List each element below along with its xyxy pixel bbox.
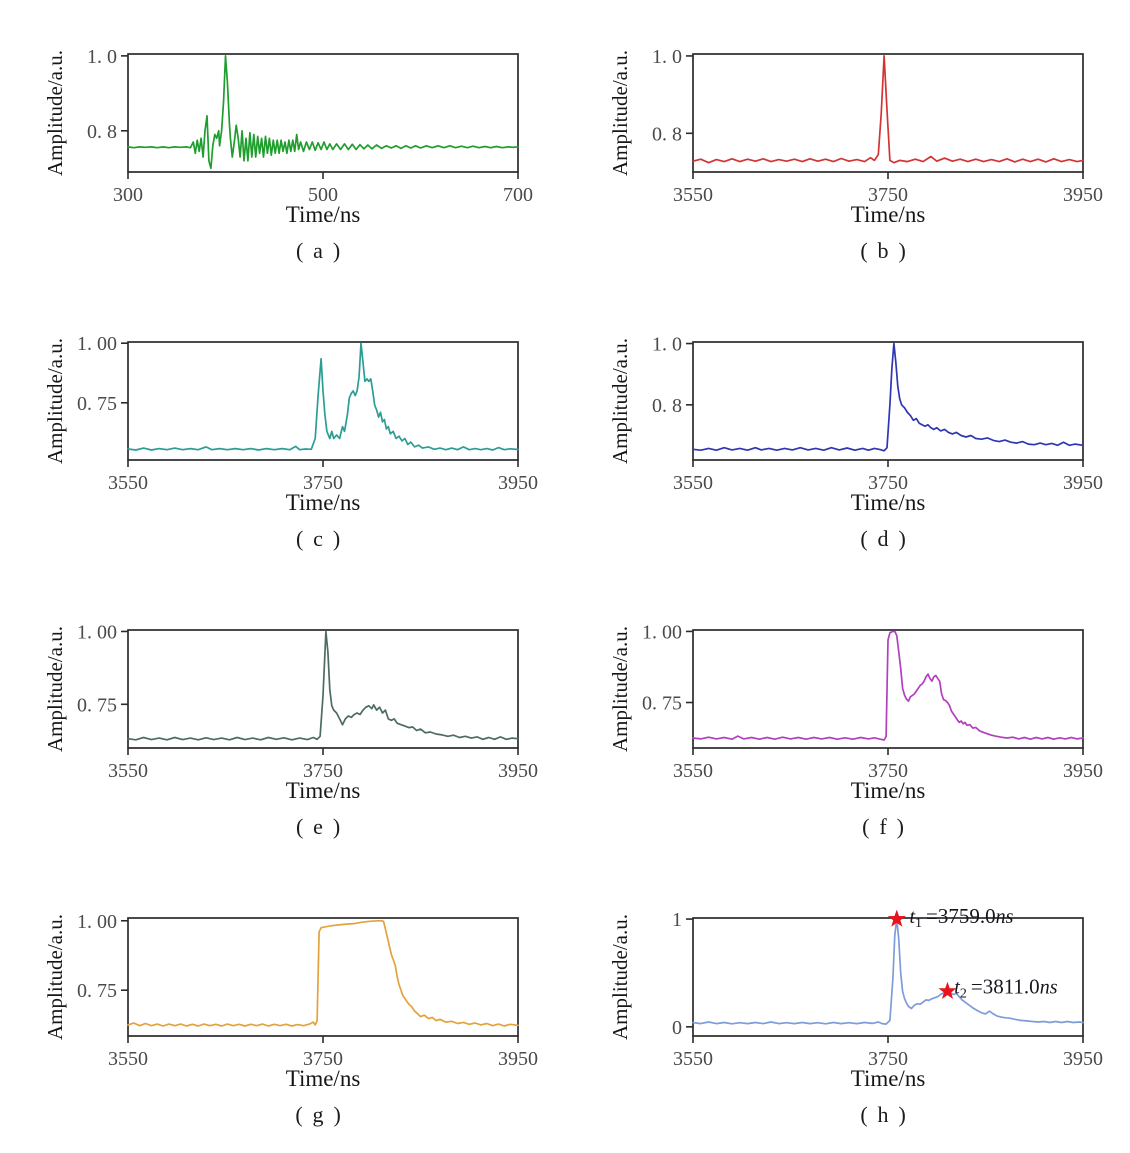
subplot-d: Amplitude/a.u. Time/ns 1. 0 0. 8 3550 3750 3…	[605, 304, 1103, 560]
y-tick-label: 0	[672, 1017, 682, 1039]
waveform-trace	[127, 919, 519, 1027]
axes-box	[127, 53, 519, 173]
subplot-a-caption: (a)	[295, 238, 351, 263]
x-tick-label: 3750	[868, 472, 908, 494]
y-tick-label: 0. 75	[77, 393, 117, 415]
x-tick-label: 3550	[673, 184, 713, 206]
subplot-c: Amplitude/a.u. Time/ns 1. 00 0. 75 3550 375…	[40, 304, 538, 560]
x-tick-label: 3550	[108, 1048, 148, 1070]
x-axis-label: Time/ns	[851, 202, 926, 227]
peak-star-icon	[887, 909, 906, 927]
waveform-trace	[692, 342, 1084, 452]
y-tick-label: 0. 75	[77, 694, 117, 716]
subplot-c-plot: Amplitude/a.u. Time/ns 1. 00 0. 75 3550 375…	[43, 333, 538, 515]
y-axis-label: Amplitude/a.u.	[43, 50, 67, 176]
x-tick-label: 3750	[868, 1048, 908, 1070]
subplot-f-plot: Amplitude/a.u. Time/ns 1. 00 0. 75 3550 375…	[608, 621, 1103, 803]
x-tick-label: 3550	[673, 1048, 713, 1070]
x-axis-label: Time/ns	[851, 778, 926, 803]
subplot-g-plot: Amplitude/a.u. Time/ns 1. 00 0. 75 3550 375…	[43, 911, 538, 1091]
y-axis-label: Amplitude/a.u.	[608, 50, 632, 176]
x-axis-label: Time/ns	[851, 490, 926, 515]
y-tick-label: 0. 75	[77, 980, 117, 1002]
subplot-d-plot: Amplitude/a.u. Time/ns 1. 0 0. 8 3550 3750 3…	[608, 334, 1103, 515]
y-tick-label: 1. 00	[77, 621, 117, 643]
y-tick-label: 1. 0	[652, 46, 682, 68]
y-tick-label: 1. 00	[642, 621, 682, 643]
x-tick-label: 3750	[303, 472, 343, 494]
x-tick-label: 3750	[868, 760, 908, 782]
x-tick-label: 3950	[498, 760, 538, 782]
x-tick-label: 3750	[303, 760, 343, 782]
waveform-trace	[127, 342, 519, 451]
x-tick-label: 3550	[108, 760, 148, 782]
y-axis-label: Amplitude/a.u.	[43, 914, 67, 1040]
subplot-a-plot: Amplitude/a.u. Time/ns 1. 0 0. 8 300 500 700	[43, 46, 533, 227]
subplot-b: Amplitude/a.u. Time/ns 1. 0 0. 8 3550 3750 3…	[605, 16, 1103, 272]
subplot-c-caption: (c)	[295, 526, 351, 551]
y-tick-label: 0. 8	[652, 123, 682, 145]
axes-box	[127, 917, 519, 1037]
y-tick-label: 0. 8	[652, 395, 682, 417]
y-tick-label: 1	[672, 909, 682, 931]
x-tick-label: 300	[113, 184, 143, 206]
x-tick-label: 3950	[1063, 1048, 1103, 1070]
x-tick-label: 3950	[1063, 472, 1103, 494]
x-tick-label: 3550	[673, 472, 713, 494]
y-tick-label: 1. 0	[87, 46, 117, 68]
y-axis-label: Amplitude/a.u.	[608, 914, 632, 1040]
subplot-h-caption: (h)	[860, 1102, 916, 1127]
y-tick-label: 1. 0	[652, 334, 682, 356]
subplot-h: Amplitude/a.u. Time/ns 1 0 3550 3750 3950 t1 =…	[605, 880, 1103, 1136]
y-tick-label: 0. 75	[642, 693, 682, 715]
x-axis-label: Time/ns	[286, 1066, 361, 1091]
subplot-h-plot: Amplitude/a.u. Time/ns 1 0 3550 3750 3950 t1 =…	[608, 904, 1103, 1091]
x-tick-label: 500	[308, 184, 338, 206]
y-tick-label: 1. 00	[77, 911, 117, 933]
peak-star-icon	[938, 981, 957, 999]
y-tick-label: 0. 8	[87, 121, 117, 143]
waveform-trace	[692, 55, 1084, 164]
subplot-e-plot: Amplitude/a.u. Time/ns 1. 00 0. 75 3550 375…	[43, 621, 538, 803]
peak-annotation: t2 =3811.0ns	[954, 974, 1057, 1001]
subplot-b-plot: Amplitude/a.u. Time/ns 1. 0 0. 8 3550 3750 3…	[608, 46, 1103, 227]
x-tick-label: 3550	[108, 472, 148, 494]
x-tick-label: 3950	[1063, 760, 1103, 782]
waveform-trace	[127, 55, 519, 170]
waveform-trace	[692, 918, 1084, 1025]
subplot-e-caption: (e)	[295, 814, 351, 839]
x-axis-label: Time/ns	[286, 778, 361, 803]
x-axis-label: Time/ns	[851, 1066, 926, 1091]
x-tick-label: 3950	[1063, 184, 1103, 206]
x-tick-label: 3550	[673, 760, 713, 782]
x-tick-label: 3950	[498, 1048, 538, 1070]
y-axis-label: Amplitude/a.u.	[608, 626, 632, 752]
x-tick-label: 3950	[498, 472, 538, 494]
subplot-g: Amplitude/a.u. Time/ns 1. 00 0. 75 3550 375…	[40, 880, 538, 1136]
x-tick-label: 700	[503, 184, 533, 206]
y-axis-label: Amplitude/a.u.	[608, 338, 632, 464]
x-axis-label: Time/ns	[286, 202, 361, 227]
subplot-a: Amplitude/a.u. Time/ns 1. 0 0. 8 300 500 700…	[40, 16, 533, 272]
subplot-f-caption: (f)	[862, 814, 914, 839]
x-axis-label: Time/ns	[286, 490, 361, 515]
peak-annotation: t1 =3759.0ns	[909, 904, 1013, 931]
subplot-d-caption: (d)	[860, 526, 916, 551]
waveform-trace	[692, 630, 1084, 741]
subplot-g-caption: (g)	[295, 1102, 351, 1127]
subplot-b-caption: (b)	[860, 238, 916, 263]
y-axis-label: Amplitude/a.u.	[43, 626, 67, 752]
x-tick-label: 3750	[303, 1048, 343, 1070]
subplot-e: Amplitude/a.u. Time/ns 1. 00 0. 75 3550 375…	[40, 592, 538, 848]
subplot-f: Amplitude/a.u. Time/ns 1. 00 0. 75 3550 375…	[605, 592, 1103, 848]
waveform-trace	[127, 630, 519, 741]
y-tick-label: 1. 00	[77, 333, 117, 355]
y-axis-label: Amplitude/a.u.	[43, 338, 67, 464]
x-tick-label: 3750	[868, 184, 908, 206]
